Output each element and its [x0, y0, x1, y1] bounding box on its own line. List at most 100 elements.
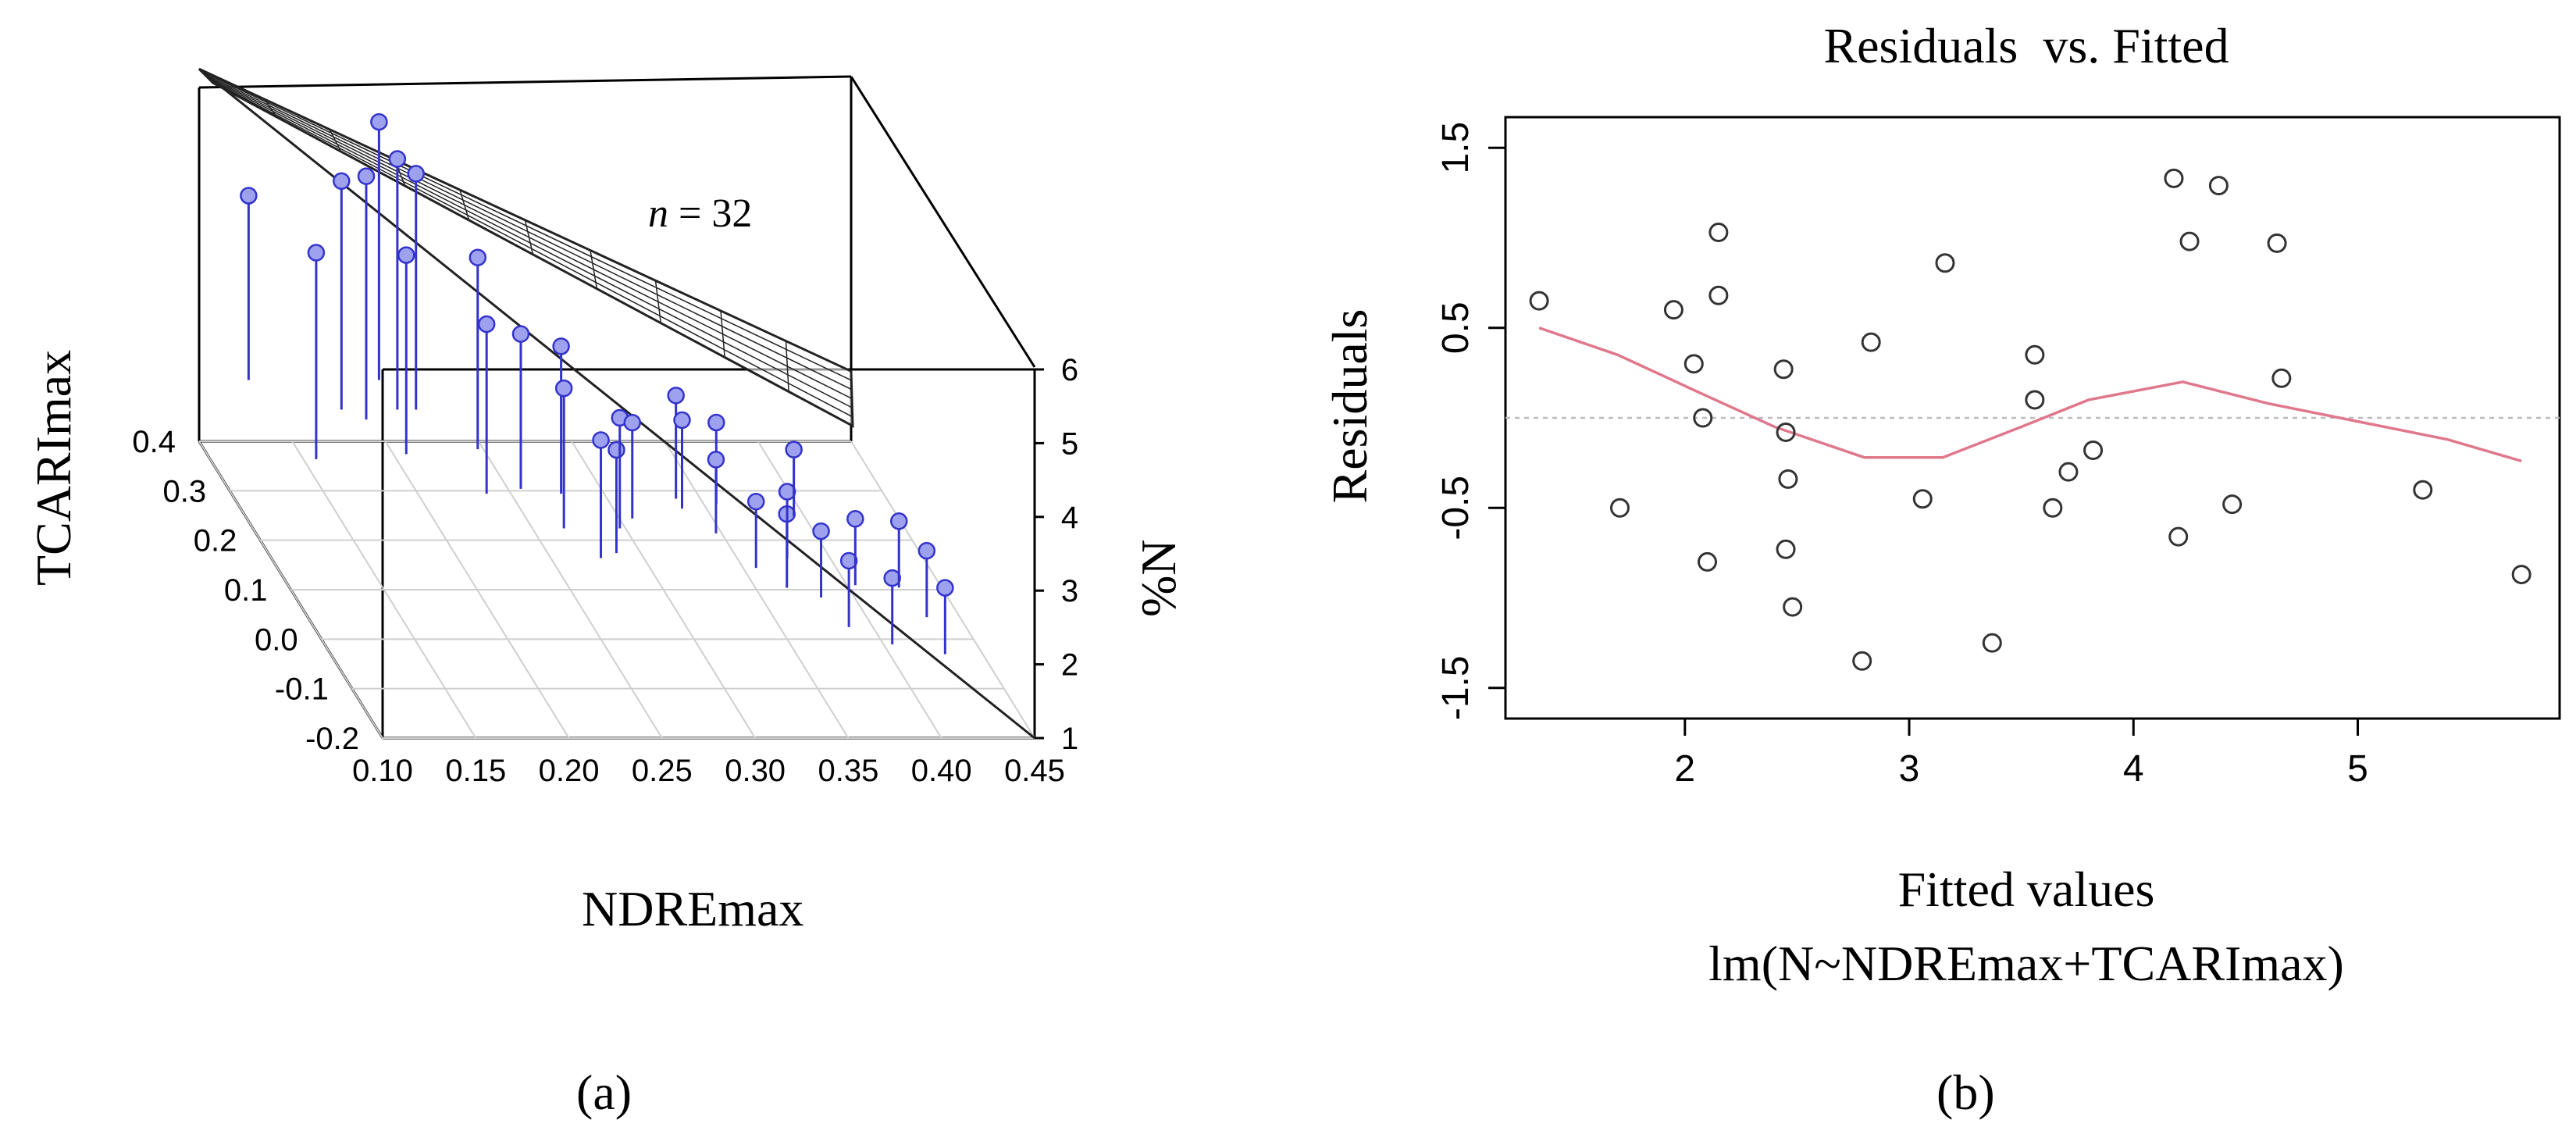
residual-point	[1776, 539, 1796, 559]
plane-mesh-line	[210, 80, 853, 418]
residual-point	[1778, 469, 1798, 489]
plane-mesh-line	[203, 73, 852, 391]
y-tick-label: 0.2	[194, 524, 237, 558]
x-axis-ticks: 2 3 4 5	[1674, 719, 2368, 790]
data-point	[469, 248, 487, 266]
data-point	[746, 492, 765, 511]
y-tick-label: 0.3	[163, 474, 207, 508]
residual-point	[2511, 565, 2531, 585]
residual-point	[1683, 354, 1704, 374]
y-tick-label: 0.5	[1435, 301, 1477, 354]
plane-mesh-line	[208, 77, 853, 408]
residual-point	[2179, 231, 2200, 251]
x-tick-label: 3	[1899, 748, 1920, 790]
z-tick-labels: 1 2 3 4 5 6	[1035, 353, 1078, 756]
data-point	[883, 569, 901, 587]
z-tick-label: 1	[1061, 722, 1078, 756]
data-point	[667, 387, 685, 405]
residual-point	[2164, 168, 2184, 188]
residual-point	[2083, 440, 2104, 460]
data-point	[307, 244, 326, 262]
x-axis-sublabel: lm(N~NDREmax+TCARImax)	[1708, 936, 2344, 991]
x-tick-label: 0.20	[539, 754, 600, 788]
data-point	[477, 315, 496, 334]
residual-point	[2208, 176, 2229, 196]
x-tick-label: 5	[2347, 748, 2368, 790]
data-point	[846, 510, 864, 528]
data-point	[357, 167, 376, 185]
residual-point	[2413, 480, 2433, 500]
data-point	[917, 541, 936, 560]
y-tick-label: 1.5	[1435, 122, 1477, 174]
data-point	[607, 441, 625, 459]
data-point	[707, 413, 725, 432]
residual-point	[1776, 422, 1796, 442]
panel-a-label: (a)	[576, 1065, 632, 1120]
residual-point	[1773, 359, 1794, 380]
data-point	[592, 431, 610, 449]
y-tick-label: -0.2	[305, 722, 359, 756]
y-tick-label: 0.4	[132, 425, 176, 459]
data-point	[812, 522, 830, 540]
plane-surface	[198, 67, 854, 428]
x-axis-label: Fitted values	[1898, 861, 2155, 917]
y-tick-label: 0.0	[255, 622, 298, 657]
y-tick-label: -1.5	[1435, 655, 1477, 720]
data-point	[511, 325, 530, 343]
data-point	[707, 451, 725, 469]
residual-point	[1708, 223, 1729, 243]
z-tick-label: 5	[1061, 426, 1078, 461]
y-tick-label: 0.1	[224, 573, 268, 608]
x-tick-label: 0.15	[445, 754, 506, 788]
panel-a-3d-scatter: n = 32 0.10 0.15 0.20 0.25 0.30 0.35 0.40 0.45 …	[26, 67, 1186, 1120]
chart-title: Residuals vs. Fitted	[1823, 18, 2229, 73]
data-point	[839, 551, 858, 570]
residual-point	[1783, 597, 1803, 617]
panel-b-residuals-plot: Residuals vs. Fitted 1.5 0.5 -0.5 -1.5 2 3 4 5…	[1322, 18, 2561, 1120]
data-point	[673, 411, 691, 430]
residual-point	[1698, 551, 1718, 572]
residual-point	[1912, 489, 1933, 509]
z-tick-label: 2	[1061, 648, 1078, 683]
x-tick-label: 4	[2123, 748, 2144, 790]
data-point	[778, 483, 796, 501]
plane-mesh-line	[201, 70, 852, 381]
x-tick-label: 2	[1674, 748, 1695, 790]
x-tick-label: 0.35	[818, 754, 878, 788]
y-axis-label: Residuals	[1322, 309, 1377, 504]
residual-point	[2271, 368, 2292, 388]
y-axis-ticks: 1.5 0.5 -0.5 -1.5	[1435, 122, 1505, 720]
z-tick-label: 3	[1061, 574, 1078, 608]
residual-point	[2043, 498, 2063, 518]
panel-b-label: (b)	[1936, 1065, 1995, 1120]
data-points	[240, 112, 954, 655]
data-point	[785, 441, 803, 458]
data-point	[333, 172, 351, 191]
data-point	[240, 187, 258, 205]
residual-points	[1529, 168, 2531, 671]
data-point	[388, 150, 407, 168]
x-tick-label: 0.40	[911, 754, 972, 788]
residual-point	[2222, 494, 2243, 515]
x-tick-label: 0.45	[1004, 754, 1065, 788]
residual-point	[2168, 526, 2189, 547]
residual-point	[1708, 285, 1729, 305]
data-point	[397, 246, 415, 264]
residual-point	[1982, 633, 2002, 653]
residual-point	[2025, 344, 2045, 365]
data-point	[552, 337, 570, 355]
y-tick-labels: -0.2 -0.1 0.0 0.1 0.2 0.3 0.4	[132, 425, 359, 756]
y-axis-label: TCARImax	[26, 350, 81, 586]
data-point	[889, 512, 908, 530]
x-tick-label: 0.25	[632, 754, 693, 788]
x-tick-label: 0.10	[352, 754, 413, 788]
data-point	[370, 112, 388, 131]
z-axis-label: %N	[1131, 539, 1186, 617]
x-axis-label: NDREmax	[582, 881, 803, 936]
x-tick-label: 0.30	[725, 754, 786, 788]
y-tick-label: -0.1	[275, 672, 329, 707]
z-tick-label: 4	[1061, 501, 1078, 535]
residual-point	[1935, 253, 1955, 273]
residual-point	[1852, 651, 1872, 671]
